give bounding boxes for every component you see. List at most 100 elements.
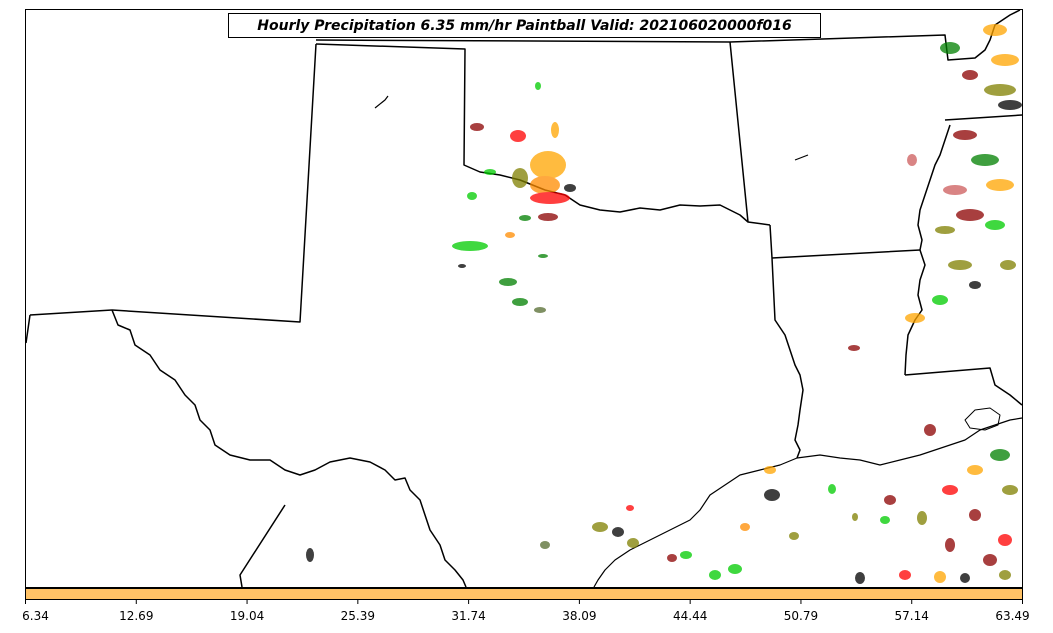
paintball-blob xyxy=(680,551,692,559)
paintball-blob xyxy=(626,505,634,511)
paintball-blob xyxy=(709,570,721,580)
colorbar-tick-label: 63.49 xyxy=(995,609,1029,623)
mexico-border xyxy=(239,504,286,587)
paintball-blob xyxy=(728,564,742,574)
precipitation-paintballs xyxy=(306,24,1022,584)
paintball-blob xyxy=(1002,485,1018,495)
paintball-blob xyxy=(538,213,558,221)
paintball-blob xyxy=(540,541,550,549)
paintball-blob xyxy=(530,192,570,204)
paintball-blob xyxy=(962,70,978,80)
paintball-blob xyxy=(764,489,780,501)
arkansas-border xyxy=(729,41,921,259)
paintball-blob xyxy=(612,527,624,537)
paintball-blob xyxy=(499,278,517,286)
paintball-blob xyxy=(740,523,750,531)
paintball-blob xyxy=(880,516,890,524)
paintball-blob xyxy=(592,522,608,532)
paintball-blob xyxy=(948,260,972,270)
paintball-blob xyxy=(983,24,1007,36)
paintball-blob xyxy=(943,185,967,195)
paintball-blob xyxy=(452,241,488,251)
paintball-blob xyxy=(306,548,314,562)
colorbar xyxy=(25,588,1023,600)
lake-small xyxy=(374,95,809,161)
tennessee-border xyxy=(944,114,1022,121)
paintball-blob xyxy=(935,226,955,234)
colorbar-tick-label: 12.69 xyxy=(119,609,153,623)
paintball-blob xyxy=(984,84,1016,96)
paintball-blob xyxy=(852,513,858,521)
mississippi-south xyxy=(904,367,1022,406)
paintball-blob xyxy=(985,220,1005,230)
paintball-blob xyxy=(1000,260,1016,270)
paintball-blob xyxy=(848,345,860,351)
texas-panhandle-border xyxy=(315,43,771,226)
paintball-blob xyxy=(667,554,677,562)
paintball-blob xyxy=(627,538,639,548)
paintball-blob xyxy=(458,264,466,268)
paintball-blob xyxy=(956,209,984,221)
paintball-blob xyxy=(924,424,936,436)
colorbar-ticks: 6.34 12.69 19.04 25.39 31.74 38.09 44.44 50.79 5… xyxy=(22,599,1030,623)
paintball-blob xyxy=(789,532,799,540)
paintball-blob xyxy=(484,169,496,175)
paintball-blob xyxy=(960,573,970,583)
paintball-blob xyxy=(564,184,576,192)
paintball-blob xyxy=(971,154,999,166)
paintball-blob xyxy=(969,509,981,521)
paintball-blob xyxy=(530,151,566,179)
paintball-blob xyxy=(983,554,997,566)
colorbar-tick-label: 38.09 xyxy=(562,609,596,623)
paintball-blob xyxy=(512,298,528,306)
paintball-blob xyxy=(510,130,526,142)
paintball-blob xyxy=(530,176,560,194)
paintball-blob xyxy=(945,538,955,552)
kansas-border xyxy=(315,39,731,43)
paintball-blob xyxy=(538,254,548,258)
paintball-blob xyxy=(907,154,917,166)
colorbar-tick-label: 50.79 xyxy=(784,609,818,623)
paintball-blob xyxy=(884,495,896,505)
colorbar-tick-label: 6.34 xyxy=(22,609,49,623)
paintball-blob xyxy=(535,82,541,90)
colorbar-tick-label: 57.14 xyxy=(895,609,929,623)
map-title: Hourly Precipitation 6.35 mm/hr Paintbal… xyxy=(257,18,792,34)
paintball-blob xyxy=(932,295,948,305)
lake-pontchartrain xyxy=(964,407,1001,431)
paintball-blob xyxy=(967,465,983,475)
paintball-blob xyxy=(998,534,1012,546)
colorbar-tick-label: 44.44 xyxy=(673,609,707,623)
paintball-blob xyxy=(990,449,1010,461)
paintball-blob xyxy=(828,484,836,494)
paintball-blob xyxy=(917,511,927,525)
colorbar-tick-label: 25.39 xyxy=(341,609,375,623)
paintball-blob xyxy=(512,168,528,188)
paintball-blob xyxy=(969,281,981,289)
paintball-blob xyxy=(953,130,977,140)
rio-grande xyxy=(111,309,467,587)
louisiana-coast xyxy=(796,417,1022,466)
paintball-blob xyxy=(999,570,1011,580)
paintball-blob xyxy=(991,54,1019,66)
nm-border xyxy=(26,309,113,344)
title-box xyxy=(228,13,821,38)
paintball-blob xyxy=(942,485,958,495)
paintball-blob xyxy=(940,42,960,54)
paintball-blob xyxy=(519,215,531,221)
paintball-blob xyxy=(551,122,559,138)
paintball-blob xyxy=(934,571,946,583)
paintball-blob xyxy=(470,123,484,131)
colorbar-tick-label: 31.74 xyxy=(451,609,485,623)
texas-west-border xyxy=(111,43,317,323)
texas-east-border xyxy=(769,224,804,459)
paintball-blob xyxy=(467,192,477,200)
map-frame xyxy=(25,9,1023,588)
paintball-blob xyxy=(899,570,911,580)
paintball-blob xyxy=(534,307,546,313)
colorbar-tick-label: 19.04 xyxy=(230,609,264,623)
paintball-blob xyxy=(505,232,515,238)
paintball-blob xyxy=(986,179,1014,191)
paintball-blob xyxy=(905,313,925,323)
